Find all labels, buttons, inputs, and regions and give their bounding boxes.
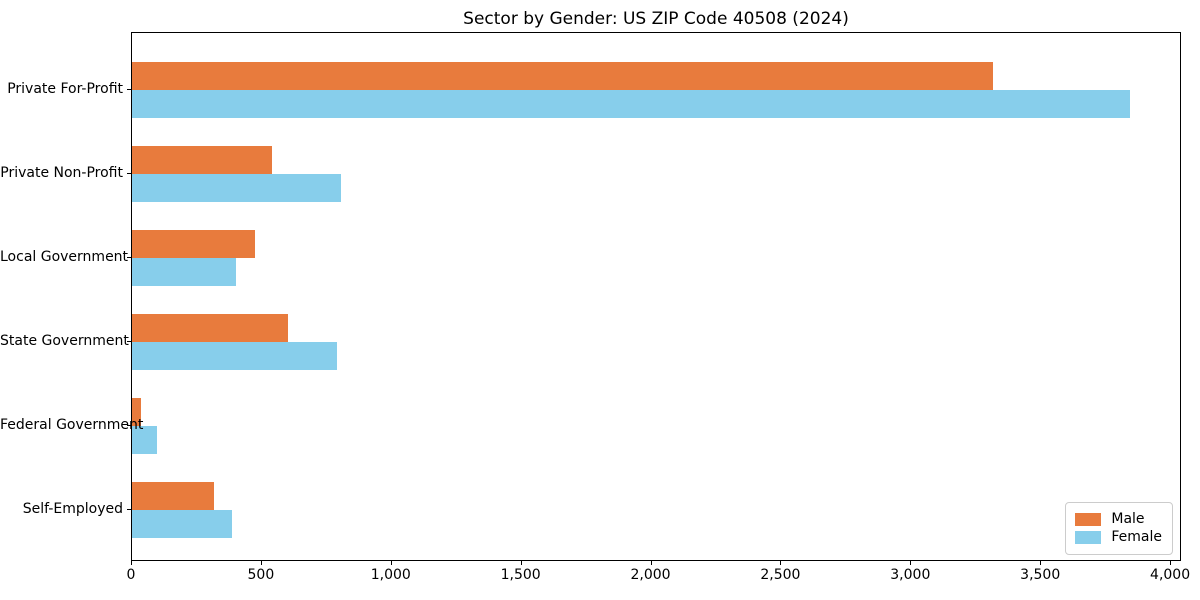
y-axis-label: Private For-Profit	[7, 81, 123, 97]
legend-label-female: Female	[1111, 529, 1162, 545]
legend-entry: Male	[1075, 512, 1162, 527]
bar-male	[132, 314, 288, 342]
y-axis-label: Private Non-Profit	[0, 165, 123, 181]
bar-female	[132, 342, 337, 370]
plot-area	[131, 32, 1181, 561]
bar-female	[132, 510, 232, 538]
x-tick-label: 3,500	[1020, 567, 1061, 583]
y-tick-mark	[127, 341, 131, 342]
x-tick-mark	[650, 561, 652, 565]
y-tick-mark	[127, 509, 131, 510]
x-tick-mark	[390, 561, 392, 565]
legend-label-male: Male	[1111, 511, 1145, 527]
x-tick-label: 0	[126, 567, 136, 583]
bar-male	[132, 398, 142, 426]
x-tick-mark	[780, 561, 782, 565]
y-axis-label: Local Government	[0, 249, 129, 265]
bar-female	[132, 174, 341, 202]
bar-female	[132, 258, 236, 286]
y-tick-mark	[127, 257, 131, 258]
x-tick-mark	[260, 561, 262, 565]
legend-swatch-female	[1075, 531, 1102, 544]
chart-title: Sector by Gender: US ZIP Code 40508 (202…	[463, 9, 849, 29]
bar-male	[132, 482, 214, 510]
x-tick-label: 2,500	[760, 567, 801, 583]
legend-entry: Female	[1075, 530, 1162, 545]
bar-male	[132, 62, 993, 90]
x-tick-label: 1,000	[370, 567, 411, 583]
bar-female	[132, 90, 1131, 118]
x-tick-label: 4,000	[1150, 567, 1191, 583]
x-tick-mark	[131, 561, 132, 565]
y-axis-label: Federal Government	[0, 417, 144, 433]
x-tick-mark	[520, 561, 522, 565]
bar-female	[132, 426, 157, 454]
x-tick-mark	[1040, 561, 1042, 565]
x-tick-label: 3,000	[890, 567, 931, 583]
bar-male	[132, 230, 256, 258]
x-tick-mark	[1170, 561, 1172, 565]
legend-swatch-male	[1075, 513, 1102, 526]
legend: Male Female	[1065, 502, 1173, 555]
x-tick-label: 500	[247, 567, 275, 583]
y-tick-mark	[127, 89, 131, 90]
y-axis-label: Self-Employed	[22, 501, 123, 517]
x-tick-label: 1,500	[500, 567, 541, 583]
y-tick-mark	[127, 173, 131, 174]
y-axis-label: State Government	[0, 333, 129, 349]
bar-male	[132, 146, 272, 174]
y-tick-mark	[127, 425, 131, 426]
x-tick-mark	[910, 561, 912, 565]
x-tick-label: 2,000	[630, 567, 671, 583]
